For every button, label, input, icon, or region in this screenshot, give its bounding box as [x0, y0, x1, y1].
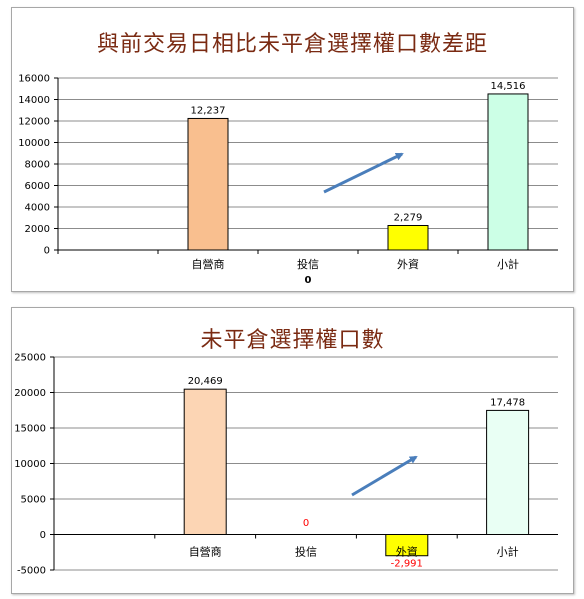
y-tick-label: 10000	[18, 138, 50, 149]
chart-1-svg: 0 2000 4000 6000 8000 10000 12000 14000 16000 自營商…	[18, 74, 558, 286]
category-label: 小計	[497, 545, 519, 559]
bar	[487, 93, 529, 251]
bar	[183, 388, 227, 535]
y-tick-label: 4000	[25, 203, 50, 214]
y-tick-label: 0	[44, 246, 50, 257]
chart-panel-1: 與前交易日相比未平倉選擇權口數差距 0 2000 4000 6000 8000 10000…	[11, 7, 574, 292]
data-label: 12,237	[191, 105, 226, 116]
y-tick-label: 0	[40, 530, 46, 541]
category-label: 自營商	[189, 545, 222, 559]
y-tick-label: 10000	[14, 459, 46, 470]
y-tick-label: 6000	[25, 181, 50, 192]
bar	[486, 409, 530, 535]
y-tick-label: 20000	[14, 388, 46, 399]
category-label: 投信	[297, 257, 319, 271]
chart-panel-2: 未平倉選擇權口數 -5000 0 5000 10000 15000 20000 25000 自…	[11, 307, 574, 594]
y-tick-label: 16000	[18, 74, 50, 85]
data-label: 14,516	[491, 81, 526, 92]
trend-arrow	[351, 455, 418, 497]
chart-title: 與前交易日相比未平倉選擇權口數差距	[96, 32, 488, 57]
y-tick-label: 12000	[18, 117, 50, 128]
y-tick-label: 2000	[25, 224, 50, 235]
bar	[387, 225, 429, 251]
chart-title: 未平倉選擇權口數	[200, 328, 385, 353]
data-label: 17,478	[490, 397, 525, 408]
category-label: 投信	[295, 545, 317, 559]
y-tick-label: 14000	[18, 95, 50, 106]
data-label: 2,279	[394, 213, 423, 224]
y-tick-label: 5000	[21, 495, 46, 506]
chart-2-svg: -5000 0 5000 10000 15000 20000 25000 自營商 20,469 投…	[14, 353, 558, 577]
data-label: 20,469	[188, 376, 223, 387]
y-tick-label: 8000	[25, 160, 50, 171]
trend-arrow	[323, 152, 404, 194]
category-label: 外資	[396, 546, 418, 559]
data-label: 0	[303, 518, 309, 529]
bar	[385, 534, 429, 557]
y-tick-label: -5000	[17, 566, 46, 577]
category-label: 自營商	[192, 257, 225, 271]
category-label: 外資	[397, 258, 419, 271]
data-label: 0	[305, 275, 312, 286]
y-tick-label: 15000	[14, 424, 46, 435]
y-tick-label: 25000	[14, 353, 46, 364]
category-label: 小計	[497, 257, 519, 271]
data-label: -2,991	[391, 559, 423, 570]
bar	[187, 117, 229, 251]
